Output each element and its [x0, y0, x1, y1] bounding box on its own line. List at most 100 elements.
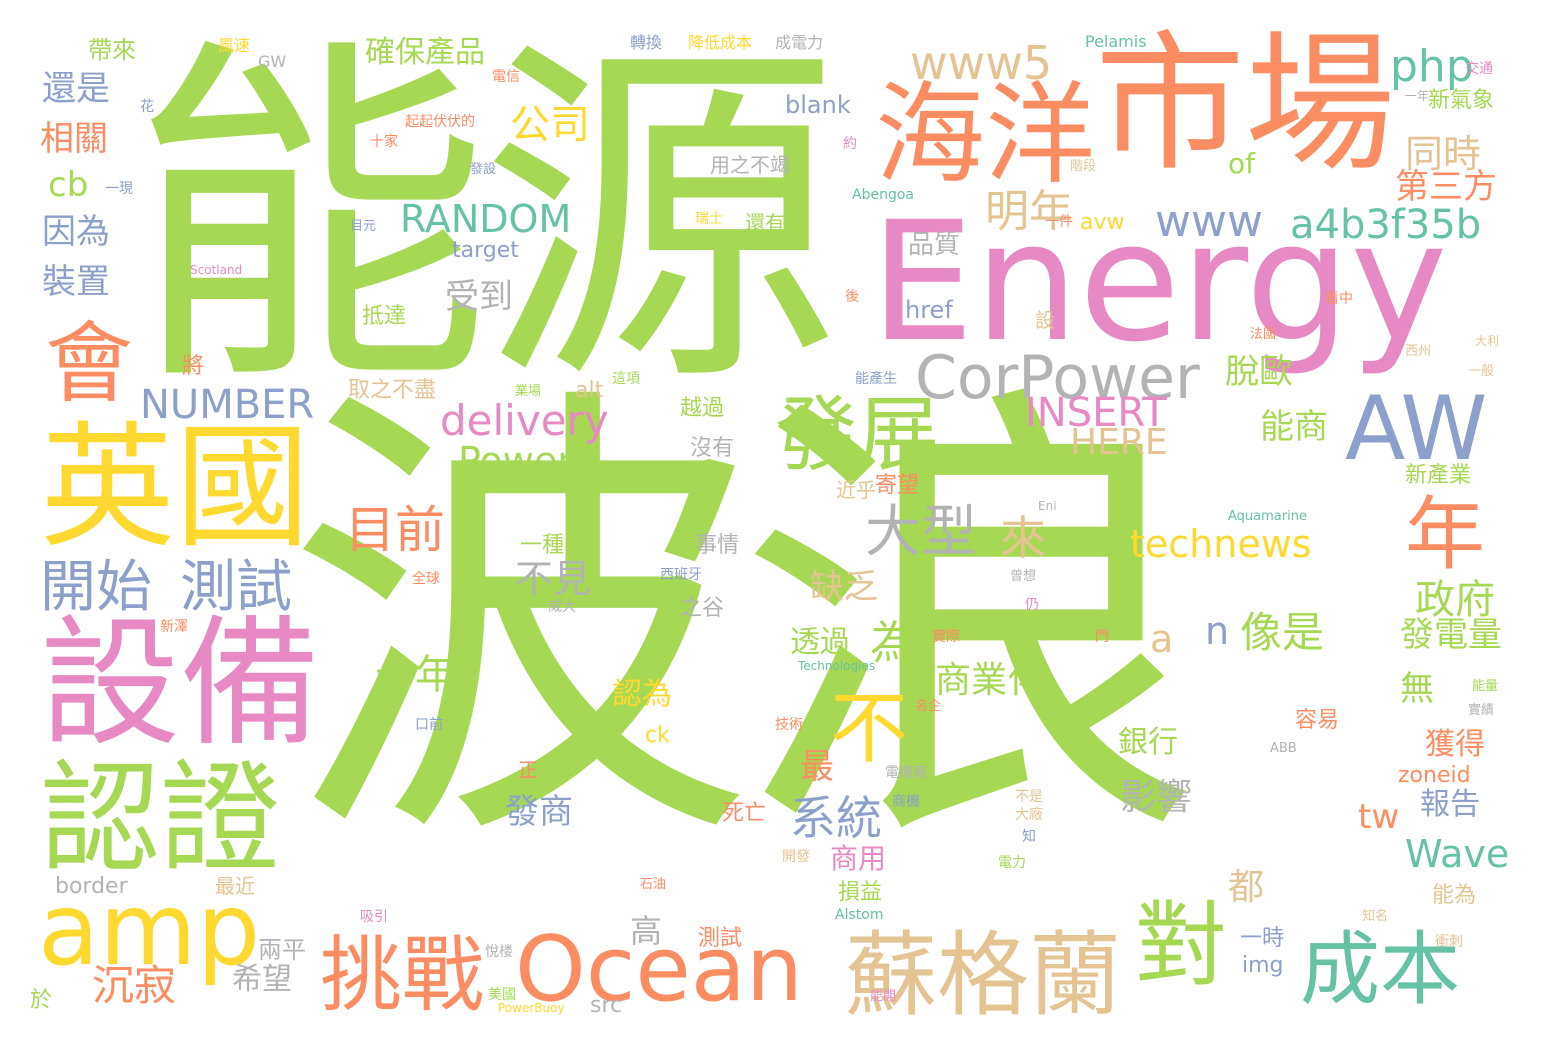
word: 裝置 [42, 262, 110, 302]
word: Eni [1038, 499, 1057, 513]
word: 銀行 [1118, 725, 1178, 760]
word: 挑戰 [320, 928, 485, 1023]
word: 交通 [1465, 61, 1493, 77]
word: 仍 [1025, 597, 1039, 613]
word: target [452, 238, 519, 263]
word: 門 [1095, 629, 1109, 645]
word: 能為 [1432, 883, 1477, 908]
word: 法國 [1250, 327, 1277, 342]
word: 這項 [612, 371, 640, 387]
word: 受到 [445, 277, 513, 317]
word: Energy [870, 186, 1448, 378]
word: 沒有 [690, 436, 735, 461]
word: 影響 [1120, 777, 1193, 818]
word: 政府 [1415, 577, 1495, 623]
word: 抵達 [362, 304, 407, 329]
word: cb [48, 165, 89, 205]
word: HERE [1070, 422, 1168, 463]
word: 電力 [998, 855, 1026, 871]
word: href [905, 296, 953, 324]
word: 認證 [40, 750, 280, 889]
word: Ocean [515, 917, 803, 1022]
word: 最 [800, 747, 834, 787]
word: 不 [830, 684, 909, 774]
word: 來 [1000, 511, 1046, 565]
word: 美國 [488, 987, 516, 1003]
word: php [1390, 41, 1474, 92]
word: 商業化 [935, 660, 1044, 701]
word: 設備 [40, 603, 321, 766]
word: Scotland [190, 263, 243, 277]
word: 獲得 [1425, 727, 1485, 762]
word: 新澤 [160, 619, 188, 635]
word: 一年 [1405, 89, 1430, 103]
word: NUMBER [140, 382, 315, 428]
word: www5 [910, 36, 1053, 90]
word: 同時 [1405, 132, 1482, 176]
word: 發設 [470, 162, 497, 177]
word: Technologies [798, 659, 876, 673]
word: tw [1358, 797, 1400, 837]
word: Abengoa [852, 187, 914, 203]
word: 透過 [790, 625, 850, 660]
word: 因為 [42, 212, 110, 252]
word: 兩平 [258, 936, 306, 964]
word: 口前 [415, 717, 443, 733]
word: 無 [1400, 669, 1434, 709]
word: GW [258, 52, 287, 71]
word: 十家 [370, 134, 398, 150]
word: 開發 [782, 849, 810, 865]
word: 英國 [40, 409, 310, 566]
word: 全球 [412, 571, 440, 587]
word: 測試 [180, 555, 292, 620]
word: 確保產品 [365, 35, 485, 70]
word: 沉寂 [92, 961, 177, 1010]
word: 為 [870, 616, 916, 670]
word: 約 [843, 136, 857, 152]
word: 設 [1035, 308, 1055, 332]
word: 還有 [745, 211, 785, 235]
word: 新產業 [1405, 463, 1472, 488]
word: 波浪 [285, 351, 1205, 898]
word: 花 [140, 99, 154, 115]
word: 蘇格蘭 [845, 922, 1122, 1029]
word: 報告 [1420, 787, 1480, 822]
word: technews [1130, 522, 1312, 566]
word: a4b3f35b [1290, 202, 1482, 248]
word: RANDOM [400, 197, 572, 241]
word: 衝刺 [1435, 934, 1463, 950]
word: 知 [1022, 829, 1036, 845]
word: Pelamis [1085, 32, 1147, 51]
word: 能開 [870, 989, 897, 1004]
word: 會 [45, 312, 134, 415]
word: 吸引 [360, 909, 388, 925]
word: 系統 [790, 791, 882, 845]
word: 測試 [698, 926, 743, 951]
word: 成電力 [775, 33, 824, 52]
word: 缺乏 [810, 567, 878, 607]
word: 一般 [1468, 364, 1495, 379]
word: 西州 [1405, 344, 1432, 359]
word: 海洋 [875, 71, 1095, 199]
word: src [590, 993, 623, 1018]
word: 能源 [130, 10, 840, 429]
word: 風速 [218, 36, 251, 55]
word: 近乎 [836, 478, 876, 502]
word: 帶來 [88, 36, 136, 64]
word: 西班牙 [660, 567, 702, 583]
word: 一時 [1240, 926, 1285, 951]
word: 之谷 [680, 596, 725, 621]
word: Power [458, 439, 573, 483]
word: 實績 [1468, 703, 1495, 718]
word: alt [575, 378, 604, 403]
word: 第三方 [1395, 167, 1497, 207]
word: 知名 [1362, 909, 1389, 924]
word: ck [645, 723, 670, 748]
word: 一現 [105, 181, 133, 197]
word: 市場 [1095, 18, 1396, 192]
word: 取之不盡 [348, 378, 437, 403]
word: 十年 [375, 652, 455, 698]
word: 威大 [548, 599, 576, 615]
word: ABB [1270, 741, 1297, 756]
word: delivery [440, 396, 609, 445]
